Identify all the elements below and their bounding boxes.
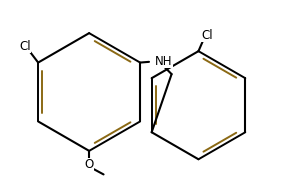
- Text: Cl: Cl: [201, 29, 213, 42]
- Text: Cl: Cl: [19, 40, 30, 53]
- Text: NH: NH: [154, 55, 172, 68]
- Text: O: O: [85, 158, 94, 171]
